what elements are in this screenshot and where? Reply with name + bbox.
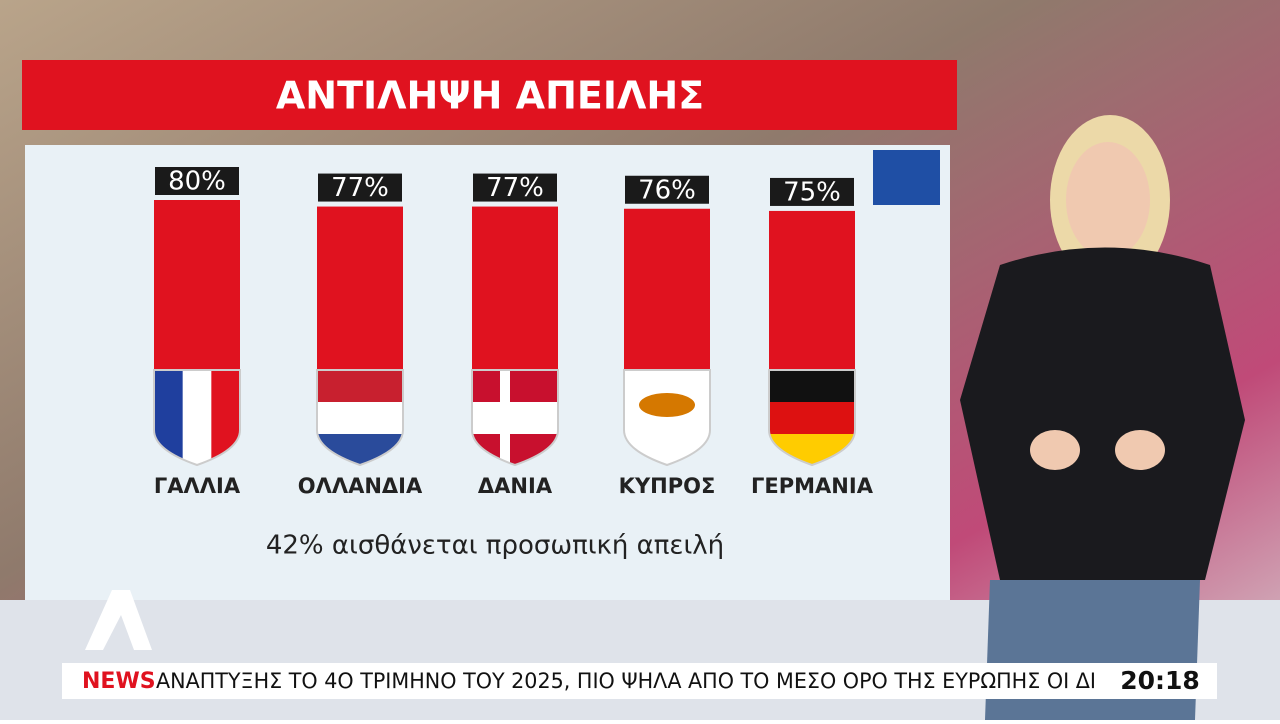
ticker-bar [62,663,1217,699]
value-label-box [155,167,239,195]
bar [472,206,558,375]
value-label-box [473,173,557,202]
flag-stripe [182,370,213,465]
flag [154,370,240,465]
flag-cross [472,406,558,416]
flag-stripe [769,402,855,435]
flag-border [768,369,856,467]
value-label: 80% [168,167,226,197]
channel-logo [85,590,152,650]
title-banner [22,60,957,130]
ticker-text: ΑΝΑΠΤΥΞΗΣ ΤΟ 4Ο ΤΡΙΜΗΝΟ ΤΟΥ 2025, ΠΙΟ ΨΗ… [156,669,1096,693]
annotation: 42% αισθάνεται προσωπική απειλή [266,531,724,561]
eu-logo [873,150,940,205]
flag-stripe [317,402,403,435]
value-label: 76% [638,175,696,205]
category-label: ΚΥΠΡΟΣ [619,474,716,498]
flag [769,370,855,465]
bar [154,200,240,375]
flag-border [153,369,241,467]
value-label: 77% [486,173,544,203]
value-label-box [625,175,709,204]
category-label: ΓΕΡΜΑΝΙΑ [751,474,874,498]
value-label-box [770,177,854,206]
flag-border [316,369,404,467]
flag-island [639,393,695,417]
category-label: ΓΑΛΛΙΑ [154,474,241,498]
flag-border [471,369,559,467]
value-label: 75% [783,177,841,207]
bars: 80% ΓΑΛΛΙΑ 77% ΟΛΛΑΝΔΙΑ 77% ΔΑΝΙΑ 76% ΚΥΠΡΟΣ 75%… [153,167,874,498]
ticker-label: NEWS [82,669,156,694]
value-label: 77% [331,173,389,203]
flag-stripe [769,370,855,403]
clock: 20:18 [1120,666,1200,695]
category-label: ΟΛΛΑΝΔΙΑ [298,474,423,498]
chart-title: ΑΝΤΙΛΗΨΗ ΑΠΕΙΛΗΣ [276,74,704,118]
value-label-box [318,173,402,202]
bar [769,210,855,375]
bar [317,206,403,375]
bar [624,208,710,375]
category-label: ΔΑΝΙΑ [478,474,553,498]
flag-stripe [472,370,558,403]
flag-border [623,369,711,467]
flag-cross [500,370,510,465]
flag-stripe [317,370,403,403]
